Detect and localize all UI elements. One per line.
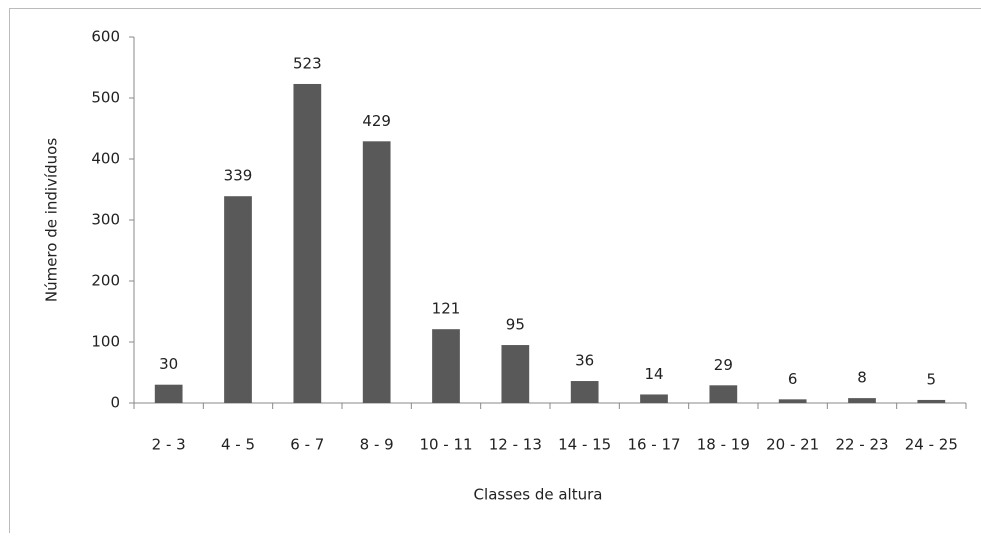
bar xyxy=(432,329,460,403)
bar xyxy=(917,400,945,403)
data-label: 121 xyxy=(432,300,461,318)
bar xyxy=(779,399,807,403)
data-label: 36 xyxy=(575,352,594,370)
data-label: 95 xyxy=(506,316,525,334)
x-axis-label: Classes de altura xyxy=(474,486,603,504)
data-label: 29 xyxy=(714,356,733,374)
x-tick-label: 8 - 9 xyxy=(360,436,394,454)
bar xyxy=(224,196,252,403)
x-tick-label: 22 - 23 xyxy=(835,436,888,454)
bar xyxy=(848,398,876,403)
y-tick-label: 300 xyxy=(91,211,120,229)
data-label: 429 xyxy=(362,112,391,130)
bar xyxy=(571,381,599,403)
bar xyxy=(155,385,183,403)
bar xyxy=(709,385,737,403)
y-tick-label: 200 xyxy=(91,272,120,290)
data-label: 339 xyxy=(224,167,253,185)
y-tick-label: 0 xyxy=(110,394,120,412)
bar xyxy=(363,141,391,403)
y-tick-label: 500 xyxy=(91,89,120,107)
chart-border xyxy=(10,9,981,534)
bar xyxy=(293,84,321,403)
x-tick-label: 2 - 3 xyxy=(152,436,186,454)
data-label: 30 xyxy=(159,355,178,373)
bar xyxy=(501,345,529,403)
x-tick-label: 12 - 13 xyxy=(489,436,542,454)
x-tick-label: 4 - 5 xyxy=(221,436,255,454)
x-tick-label: 10 - 11 xyxy=(419,436,472,454)
x-tick-label: 14 - 15 xyxy=(558,436,611,454)
x-tick-label: 16 - 17 xyxy=(627,436,680,454)
data-label: 523 xyxy=(293,54,322,72)
y-axis-label: Número de indivíduos xyxy=(43,138,61,302)
y-tick-label: 600 xyxy=(91,28,120,46)
data-label: 6 xyxy=(788,370,798,388)
x-tick-label: 24 - 25 xyxy=(905,436,958,454)
x-tick-label: 20 - 21 xyxy=(766,436,819,454)
data-label: 14 xyxy=(644,365,663,383)
data-label: 5 xyxy=(927,370,937,388)
x-tick-label: 6 - 7 xyxy=(290,436,324,454)
x-tick-label: 18 - 19 xyxy=(697,436,750,454)
bar xyxy=(640,394,668,403)
y-tick-label: 400 xyxy=(91,150,120,168)
y-tick-label: 100 xyxy=(91,333,120,351)
data-label: 8 xyxy=(857,369,867,387)
